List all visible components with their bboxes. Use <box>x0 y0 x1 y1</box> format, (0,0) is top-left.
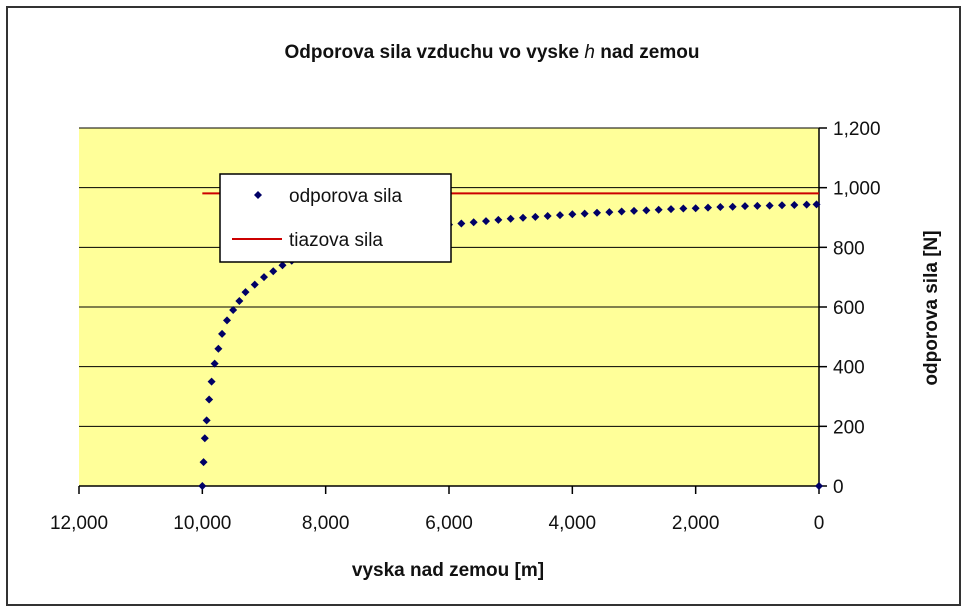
series-0-point-12 <box>241 288 250 297</box>
series-0-point-43 <box>556 211 564 220</box>
series-0-point-38 <box>494 215 503 224</box>
legend-marker-odporova-sila <box>254 191 262 199</box>
series-0-point-62 <box>790 200 799 209</box>
legend: odporova sila tiazova sila <box>219 173 452 263</box>
y-tick-label-200: 200 <box>833 417 865 438</box>
series-0-point-59 <box>753 201 762 210</box>
series-0-point-15 <box>269 267 278 276</box>
y-tick-label-1000: 1,000 <box>833 179 881 200</box>
legend-label-odporova-sila: odporova sila <box>289 186 402 207</box>
y-tick-label-600: 600 <box>833 298 865 319</box>
series-0-point-1 <box>199 458 208 467</box>
x-tick-label-0: 0 <box>814 513 825 534</box>
series-0-point-7 <box>214 344 223 353</box>
series-0-point-61 <box>778 201 786 210</box>
series-0-point-39 <box>506 214 515 223</box>
series-0-point-40 <box>519 213 527 222</box>
x-tick-label-12000: 12,000 <box>50 513 108 534</box>
chart: Odporova sila vzduchu vo vyske h nad zem… <box>50 42 942 581</box>
series-0-point-55 <box>704 203 712 212</box>
series-0-point-53 <box>679 204 688 213</box>
series-0-point-3 <box>202 416 211 425</box>
y-ticks: 0 200 400 600 800 1,000 1,200 <box>819 119 881 498</box>
series-0-point-10 <box>229 305 238 314</box>
series-0-point-46 <box>593 208 601 217</box>
series-0-point-11 <box>235 297 244 306</box>
y-axis-label: odporova sila [N] <box>921 230 942 385</box>
series-0-point-42 <box>543 212 552 221</box>
x-tick-label-8000: 8,000 <box>302 513 350 534</box>
legend-label-tiazova-sila: tiazova sila <box>289 230 383 251</box>
x-tick-label-2000: 2,000 <box>672 513 720 534</box>
x-tick-label-10000: 10,000 <box>173 513 231 534</box>
title-part-2: nad zemou <box>595 42 700 63</box>
legend-symbol-odporova-sila <box>254 191 262 199</box>
x-axis-label: vyska nad zemou [m] <box>352 560 544 581</box>
series-0-point-64 <box>812 200 821 209</box>
series-0-point-56 <box>716 203 725 212</box>
series-0-point-51 <box>654 205 663 214</box>
series-0-point-16 <box>278 261 287 270</box>
series-0-point-54 <box>691 204 700 213</box>
series-0-point-47 <box>605 208 614 217</box>
y-tick-label-1200: 1,200 <box>833 119 881 140</box>
series-0-point-37 <box>482 217 490 226</box>
series-0-point-57 <box>728 202 737 211</box>
series-0-point-4 <box>205 395 214 404</box>
series-0-point-0 <box>198 482 207 490</box>
series-0-point-2 <box>200 434 209 443</box>
series-0-point-14 <box>260 273 268 282</box>
series-0-point-9 <box>223 316 231 325</box>
series-0-point-6 <box>210 359 219 368</box>
series-0-point-13 <box>250 280 259 289</box>
series-0-point-8 <box>218 329 227 338</box>
series-0-point-50 <box>642 206 651 215</box>
y-tick-label-400: 400 <box>833 358 865 379</box>
series-0-point-5 <box>207 377 216 386</box>
series-0-point-44 <box>568 210 577 219</box>
legend-box <box>219 173 452 263</box>
series-0-point-49 <box>630 206 638 215</box>
y-tick-label-0: 0 <box>833 477 844 498</box>
series-0-point-48 <box>617 207 626 216</box>
series-0-point-36 <box>469 218 478 227</box>
x-tick-label-4000: 4,000 <box>549 513 597 534</box>
title-h: h <box>584 42 595 63</box>
y-tick-label-800: 800 <box>833 238 865 259</box>
x-ticks: 12,000 10,000 8,000 6,000 4,000 2,000 0 <box>50 486 824 534</box>
series-0-point-58 <box>741 202 749 211</box>
chart-title: Odporova sila vzduchu vo vyske h nad zem… <box>285 42 700 63</box>
series-0-point-35 <box>457 219 466 228</box>
series-0-point-41 <box>531 212 540 221</box>
series-0-point-63 <box>802 200 811 209</box>
series-0-point-52 <box>667 205 675 214</box>
x-tick-label-6000: 6,000 <box>425 513 473 534</box>
chart-frame: Odporova sila vzduchu vo vyske h nad zem… <box>6 6 961 606</box>
title-part-1: Odporova sila vzduchu vo vyske <box>285 42 585 63</box>
series-0-point-45 <box>580 209 589 218</box>
series-0-point-60 <box>765 201 774 210</box>
series-0-point-65 <box>815 482 823 490</box>
